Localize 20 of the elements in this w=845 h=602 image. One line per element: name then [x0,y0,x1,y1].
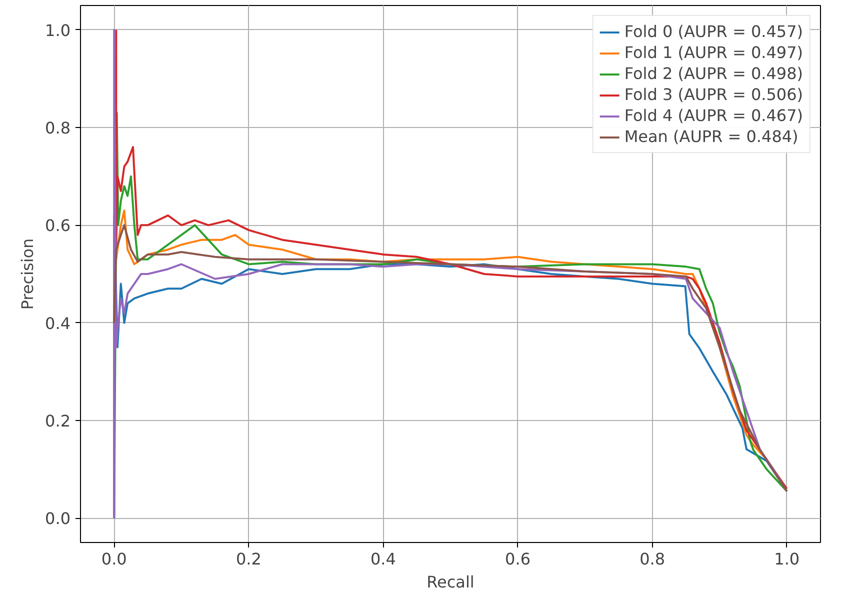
x-tick-label: 0.4 [370,550,396,568]
legend-label: Fold 1 (AUPR = 0.497) [624,43,803,62]
legend-label: Fold 2 (AUPR = 0.498) [624,64,803,83]
y-tick-label: 0.2 [45,411,71,430]
x-axis-title: Recall [426,572,474,592]
x-tick-label: 1.0 [774,550,800,568]
x-tick-label: 0.6 [505,550,531,568]
y-axis-title: Precision [18,238,38,310]
y-tick-label: 0.4 [45,314,71,333]
x-tick-label: 0.2 [236,550,262,568]
y-tick-label: 0.6 [45,216,71,236]
y-tick-label: 1.0 [45,20,71,40]
y-tick-label: 0.8 [45,118,71,138]
x-tick-label: 0.8 [640,550,666,568]
legend-label: Fold 3 (AUPR = 0.506) [624,85,803,104]
x-tick-label: 0.0 [101,550,127,568]
legend-label: Fold 4 (AUPR = 0.467) [624,106,803,125]
y-tick-label: 0.0 [45,509,71,528]
legend-label: Fold 0 (AUPR = 0.457) [624,22,803,41]
legend-label: Mean (AUPR = 0.484) [624,127,798,146]
